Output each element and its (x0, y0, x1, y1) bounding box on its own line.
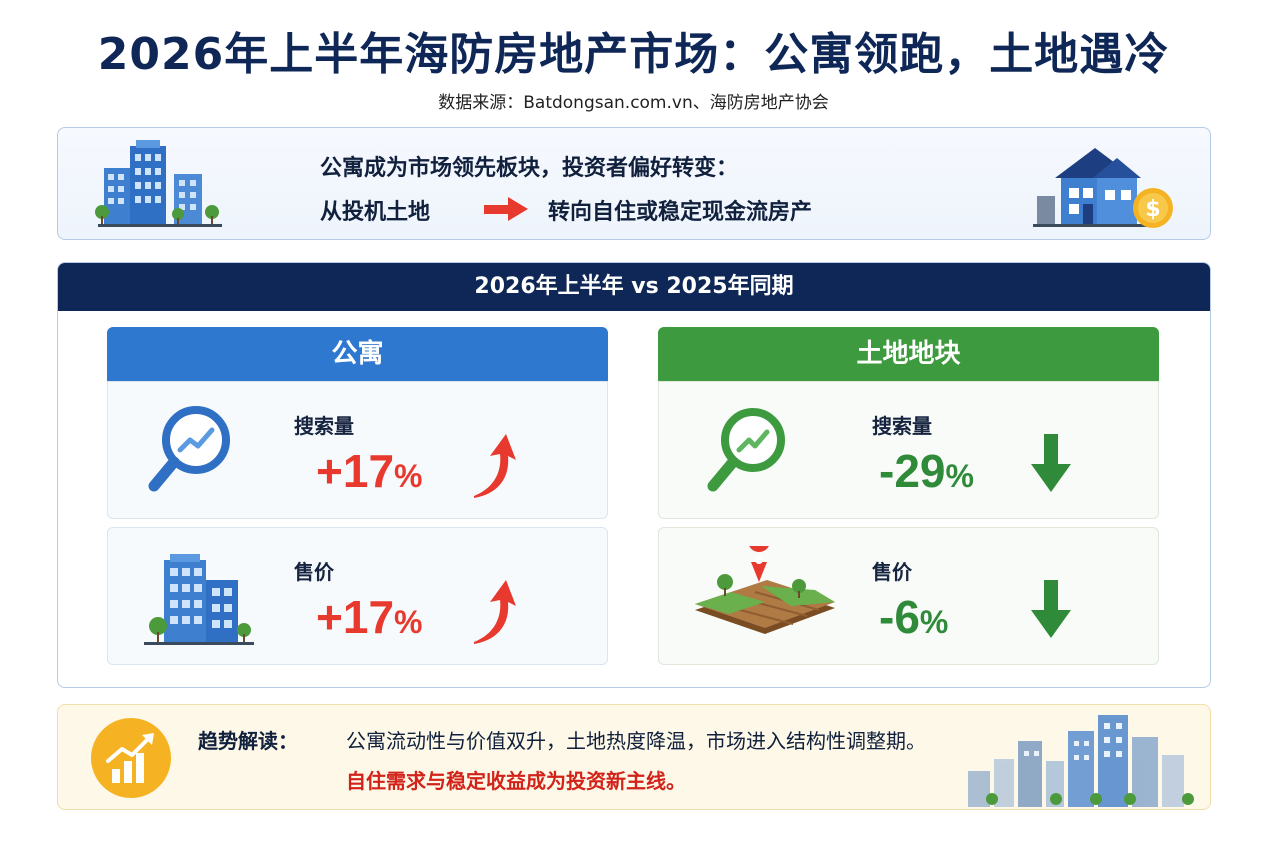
svg-text:$: $ (1145, 197, 1160, 222)
insight-from-text: 从投机土地 (320, 200, 431, 225)
metric-label: 搜索量 (294, 414, 354, 438)
insight-to-text: 转向自住或稳定现金流房产 (548, 200, 813, 225)
metric-value: +17% (316, 445, 423, 497)
apartment-column: 公寓 搜索量 +17% (107, 327, 608, 668)
growth-chart-icon (91, 718, 171, 798)
right-arrow-icon (484, 197, 528, 221)
land-search-card: 搜索量 -29% (658, 381, 1159, 519)
down-arrow-icon (1031, 434, 1071, 492)
metric-value: -29% (879, 445, 974, 497)
down-arrow-icon (1031, 580, 1071, 638)
apartment-building-icon (144, 554, 254, 645)
data-source: 数据来源：Batdongsan.com.vn、海防房地产协会 (438, 93, 829, 113)
insight-headline: 公寓成为市场领先板块，投资者偏好转变： (320, 156, 739, 181)
trend-box: 趋势解读： 公寓流动性与价值双升，土地热度降温，市场进入结构性调整期。 自住需求… (57, 704, 1211, 810)
magnifier-chart-icon (707, 408, 785, 492)
city-buildings-icon (95, 140, 222, 227)
land-plot-pin-icon (695, 546, 835, 634)
land-column: 土地地块 搜索量 -29% (658, 327, 1159, 668)
trend-highlight: 自住需求与稳定收益成为投资新主线。 (346, 769, 686, 793)
apartment-search-card: 搜索量 +17% (107, 381, 608, 519)
metric-label: 售价 (294, 560, 334, 584)
metric-value: +17% (316, 591, 423, 643)
trend-summary: 公寓流动性与价值双升，土地热度降温，市场进入结构性调整期。 (346, 729, 926, 753)
comparison-heading: 2026年上半年 vs 2025年同期 (58, 263, 1210, 311)
up-arrow-icon (474, 580, 516, 644)
apartment-title: 公寓 (107, 327, 608, 381)
magnifier-chart-icon (148, 406, 230, 492)
metric-label: 搜索量 (872, 414, 932, 438)
house-coin-icon: $ (1033, 148, 1173, 228)
trend-label: 趋势解读： (198, 729, 298, 753)
up-arrow-icon (474, 434, 516, 498)
insight-box: 公寓成为市场领先板块，投资者偏好转变： 从投机土地 转向自住或稳定现金流房产 $ (57, 127, 1211, 240)
land-title: 土地地块 (658, 327, 1159, 381)
city-skyline-icon (968, 715, 1194, 807)
metric-value: -6% (879, 591, 949, 643)
comparison-panel: 2026年上半年 vs 2025年同期 公寓 搜索量 +17% (57, 262, 1211, 688)
land-price-card: 售价 -6% (658, 527, 1159, 665)
metric-label: 售价 (872, 560, 912, 584)
apartment-price-card: 售价 +17% (107, 527, 608, 665)
page-title: 2026年上半年海防房地产市场：公寓领跑，土地遇冷 (97, 29, 1170, 80)
